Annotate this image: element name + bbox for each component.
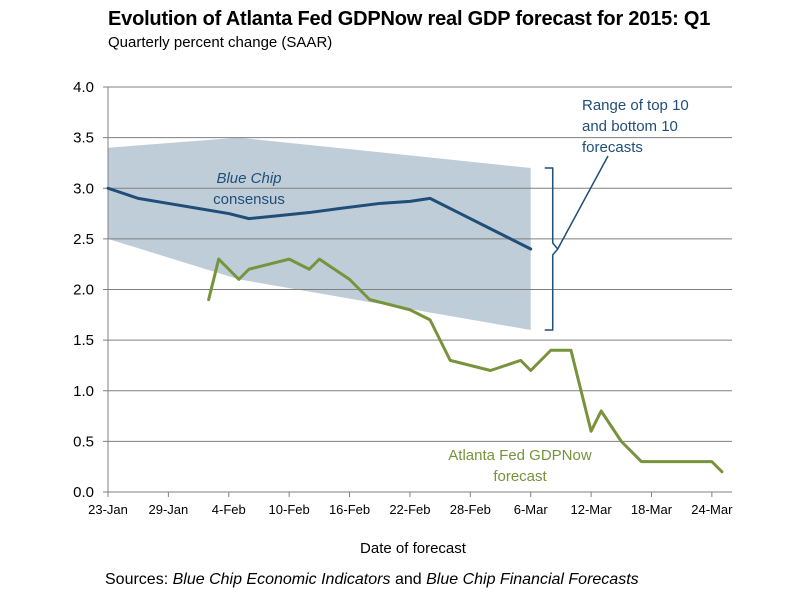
chart-area: 0.0 0.5 1.0 1.5 2.0 2.5 3.0 3.5 4.0 23-Jan 29-Jan 4… [73,79,733,557]
source-ref-1: Blue Chip Economic Indicators [172,571,391,588]
range-label-line1: Range of top 10 [582,97,689,114]
x-tick-label: 18-Mar [631,502,673,517]
x-axis-label: Date of forecast [360,540,467,557]
range-band [108,137,531,330]
y-tick-label: 0.0 [73,484,94,501]
gdpnow-label-line2: forecast [493,468,547,485]
range-label-line3: forecasts [582,139,643,156]
x-tick-label: 22-Feb [389,502,430,517]
range-bracket [544,167,559,331]
sources-prefix: Sources: [105,571,169,588]
x-tick-label: 6-Mar [514,502,549,517]
x-tick-label: 4-Feb [212,502,246,517]
blue-chip-line [106,186,533,251]
blue-chip-label-line1: Blue Chip [216,170,281,187]
sources-note: Sources: Blue Chip Economic Indicators a… [105,571,639,589]
gdpnow-label-line1: Atlanta Fed GDPNow [448,447,592,464]
x-tick-label: 24-Mar [691,502,733,517]
x-tick-label: 16-Feb [329,502,370,517]
x-tick-label: 28-Feb [450,502,491,517]
x-tick-label: 12-Mar [571,502,613,517]
y-tick-label: 1.0 [73,383,94,400]
chart-subtitle: Quarterly percent change (SAAR) [108,34,333,51]
range-label-line2: and bottom 10 [582,118,678,135]
y-tick-label: 4.0 [73,79,94,96]
y-tick-label: 0.5 [73,433,94,450]
y-tick-label: 2.0 [73,282,94,299]
blue-chip-label-line2: consensus [213,191,285,208]
chart-title: Evolution of Atlanta Fed GDPNow real GDP… [108,8,711,30]
x-tick-label: 29-Jan [149,502,189,517]
y-tick-label: 3.5 [73,130,94,147]
gdpnow-line [207,257,724,474]
source-ref-2: Blue Chip Financial Forecasts [426,571,639,588]
y-tick-label: 3.0 [73,180,94,197]
y-tick-label: 1.5 [73,332,94,349]
x-tick-label: 23-Jan [88,502,128,517]
x-tick-label: 10-Feb [269,502,310,517]
range-callout-line [557,155,609,250]
y-tick-label: 2.5 [73,231,94,248]
sources-conj: and [394,571,422,588]
